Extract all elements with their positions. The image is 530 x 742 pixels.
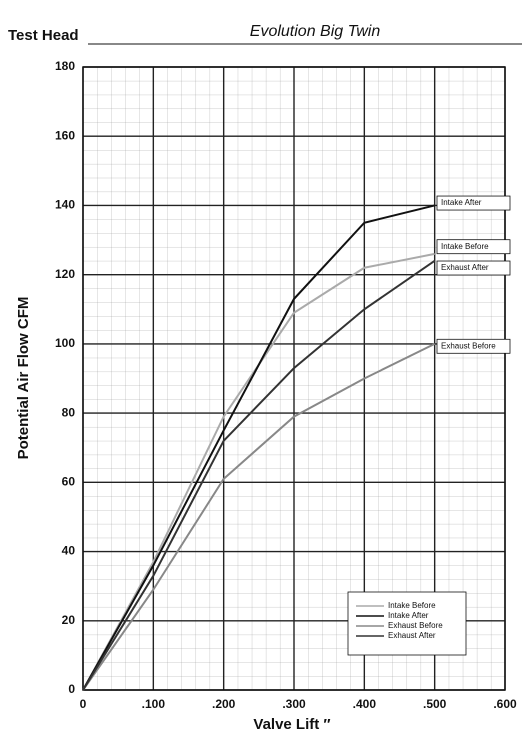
y-tick-label: 40 [62,544,76,558]
x-tick-label: .600 [493,697,517,711]
x-tick-label: .200 [212,697,236,711]
y-tick-label: 140 [55,198,75,212]
x-tick-label: .300 [282,697,306,711]
y-tick-label: 120 [55,267,75,281]
series-annotation: Exhaust After [441,263,489,272]
series-line [82,342,436,691]
series-annotation-box [436,239,511,255]
x-tick-label: .500 [423,697,447,711]
y-tick-label: 160 [55,128,75,142]
series-annotation-box [436,195,511,211]
y-tick-label: 180 [55,59,75,73]
series-annotation: Intake After [441,198,482,207]
y-tick-label: 0 [68,682,75,696]
chart-subtitle: Evolution Big Twin [250,23,381,40]
legend-label: Intake After [388,611,429,620]
x-tick-label: .400 [353,697,377,711]
y-tick-label: 60 [62,475,76,489]
x-tick-label: .100 [142,697,166,711]
series-line [82,259,436,691]
legend-box [347,591,467,656]
legend-label: Exhaust After [388,631,436,640]
chart-title: Test Head [8,27,79,44]
y-tick-label: 80 [62,405,76,419]
series-annotation-box [436,338,511,354]
plot-frame [82,66,506,691]
legend-label: Exhaust Before [388,621,443,630]
series-annotation: Exhaust Before [441,341,496,350]
y-axis-label: Potential Air Flow CFM [15,297,32,460]
x-axis-label: Valve Lift ″ [253,716,330,733]
series-line [82,204,435,691]
legend-label: Intake Before [388,601,436,610]
series-annotation-box [436,260,511,276]
y-tick-label: 20 [62,613,76,627]
series-annotation: Intake Before [441,242,489,251]
y-tick-label: 100 [55,336,75,350]
x-tick-label: 0 [80,697,87,711]
